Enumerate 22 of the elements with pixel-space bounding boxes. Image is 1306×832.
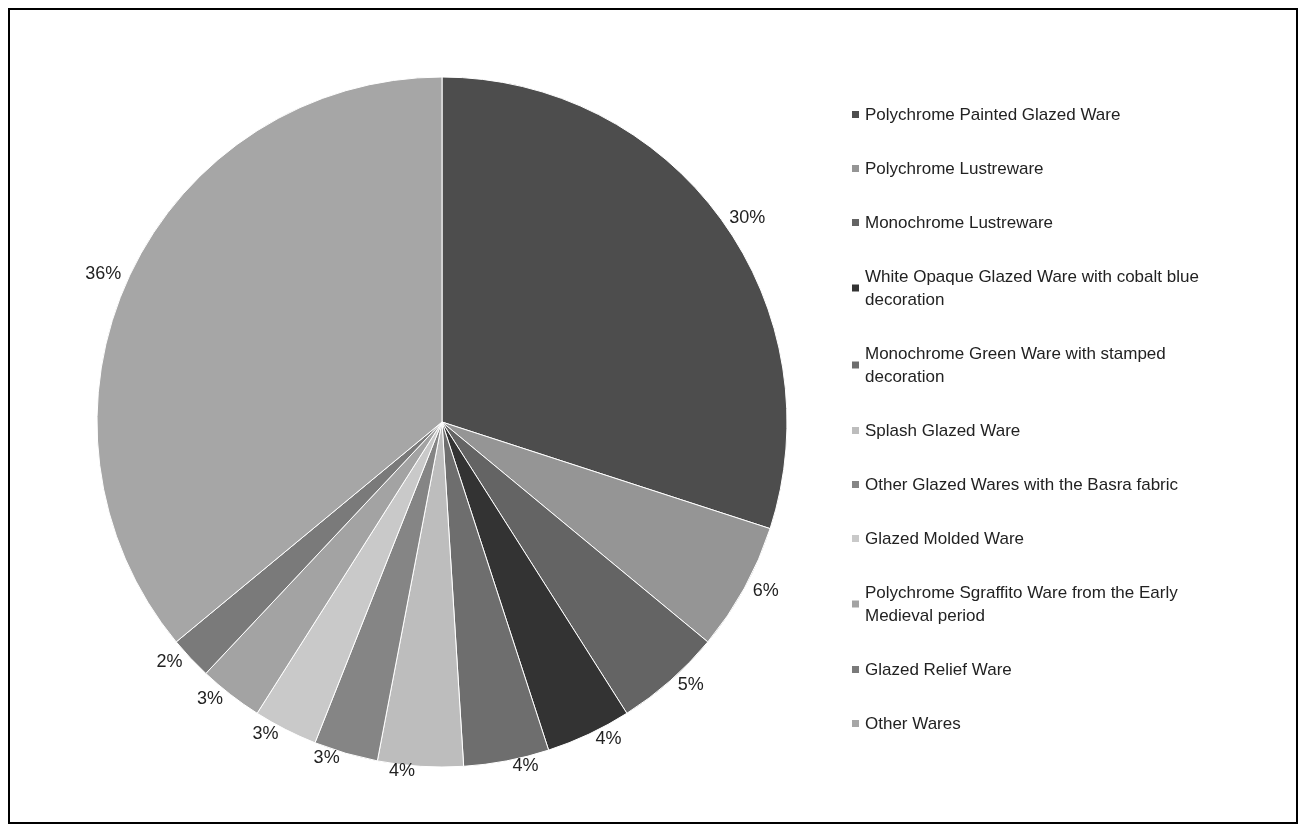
data-label: 3%: [252, 722, 279, 743]
data-label: 4%: [512, 754, 539, 775]
legend-label: Monochrome Lustreware: [865, 213, 1054, 232]
legend-label: Glazed Molded Ware: [865, 529, 1025, 548]
legend-label: Splash Glazed Ware: [865, 421, 1021, 440]
data-label: 3%: [197, 687, 224, 708]
legend-label: Polychrome Painted Glazed Ware: [865, 105, 1121, 124]
legend-label: Polychrome Lustreware: [865, 159, 1044, 178]
data-label: 3%: [313, 747, 340, 768]
data-label: 4%: [389, 760, 416, 781]
data-label: 30%: [729, 206, 766, 227]
data-label: 2%: [156, 650, 183, 671]
data-label: 6%: [752, 580, 779, 601]
legend-label: Polychrome Sgraffito Ware from the Early Medieval period: [865, 583, 1183, 625]
legend-label: Other Wares: [865, 714, 961, 733]
data-label: 4%: [595, 727, 622, 748]
legend-label: Other Glazed Wares with the Basra fabric: [865, 475, 1179, 494]
legend-label: White Opaque Glazed Ware with cobalt blue decoration: [865, 267, 1204, 309]
data-label: 36%: [85, 263, 122, 284]
legend-label: Monochrome Green Ware with stamped decoration: [865, 344, 1171, 386]
legend-label: Glazed Relief Ware: [865, 660, 1012, 679]
data-label: 5%: [677, 673, 704, 694]
